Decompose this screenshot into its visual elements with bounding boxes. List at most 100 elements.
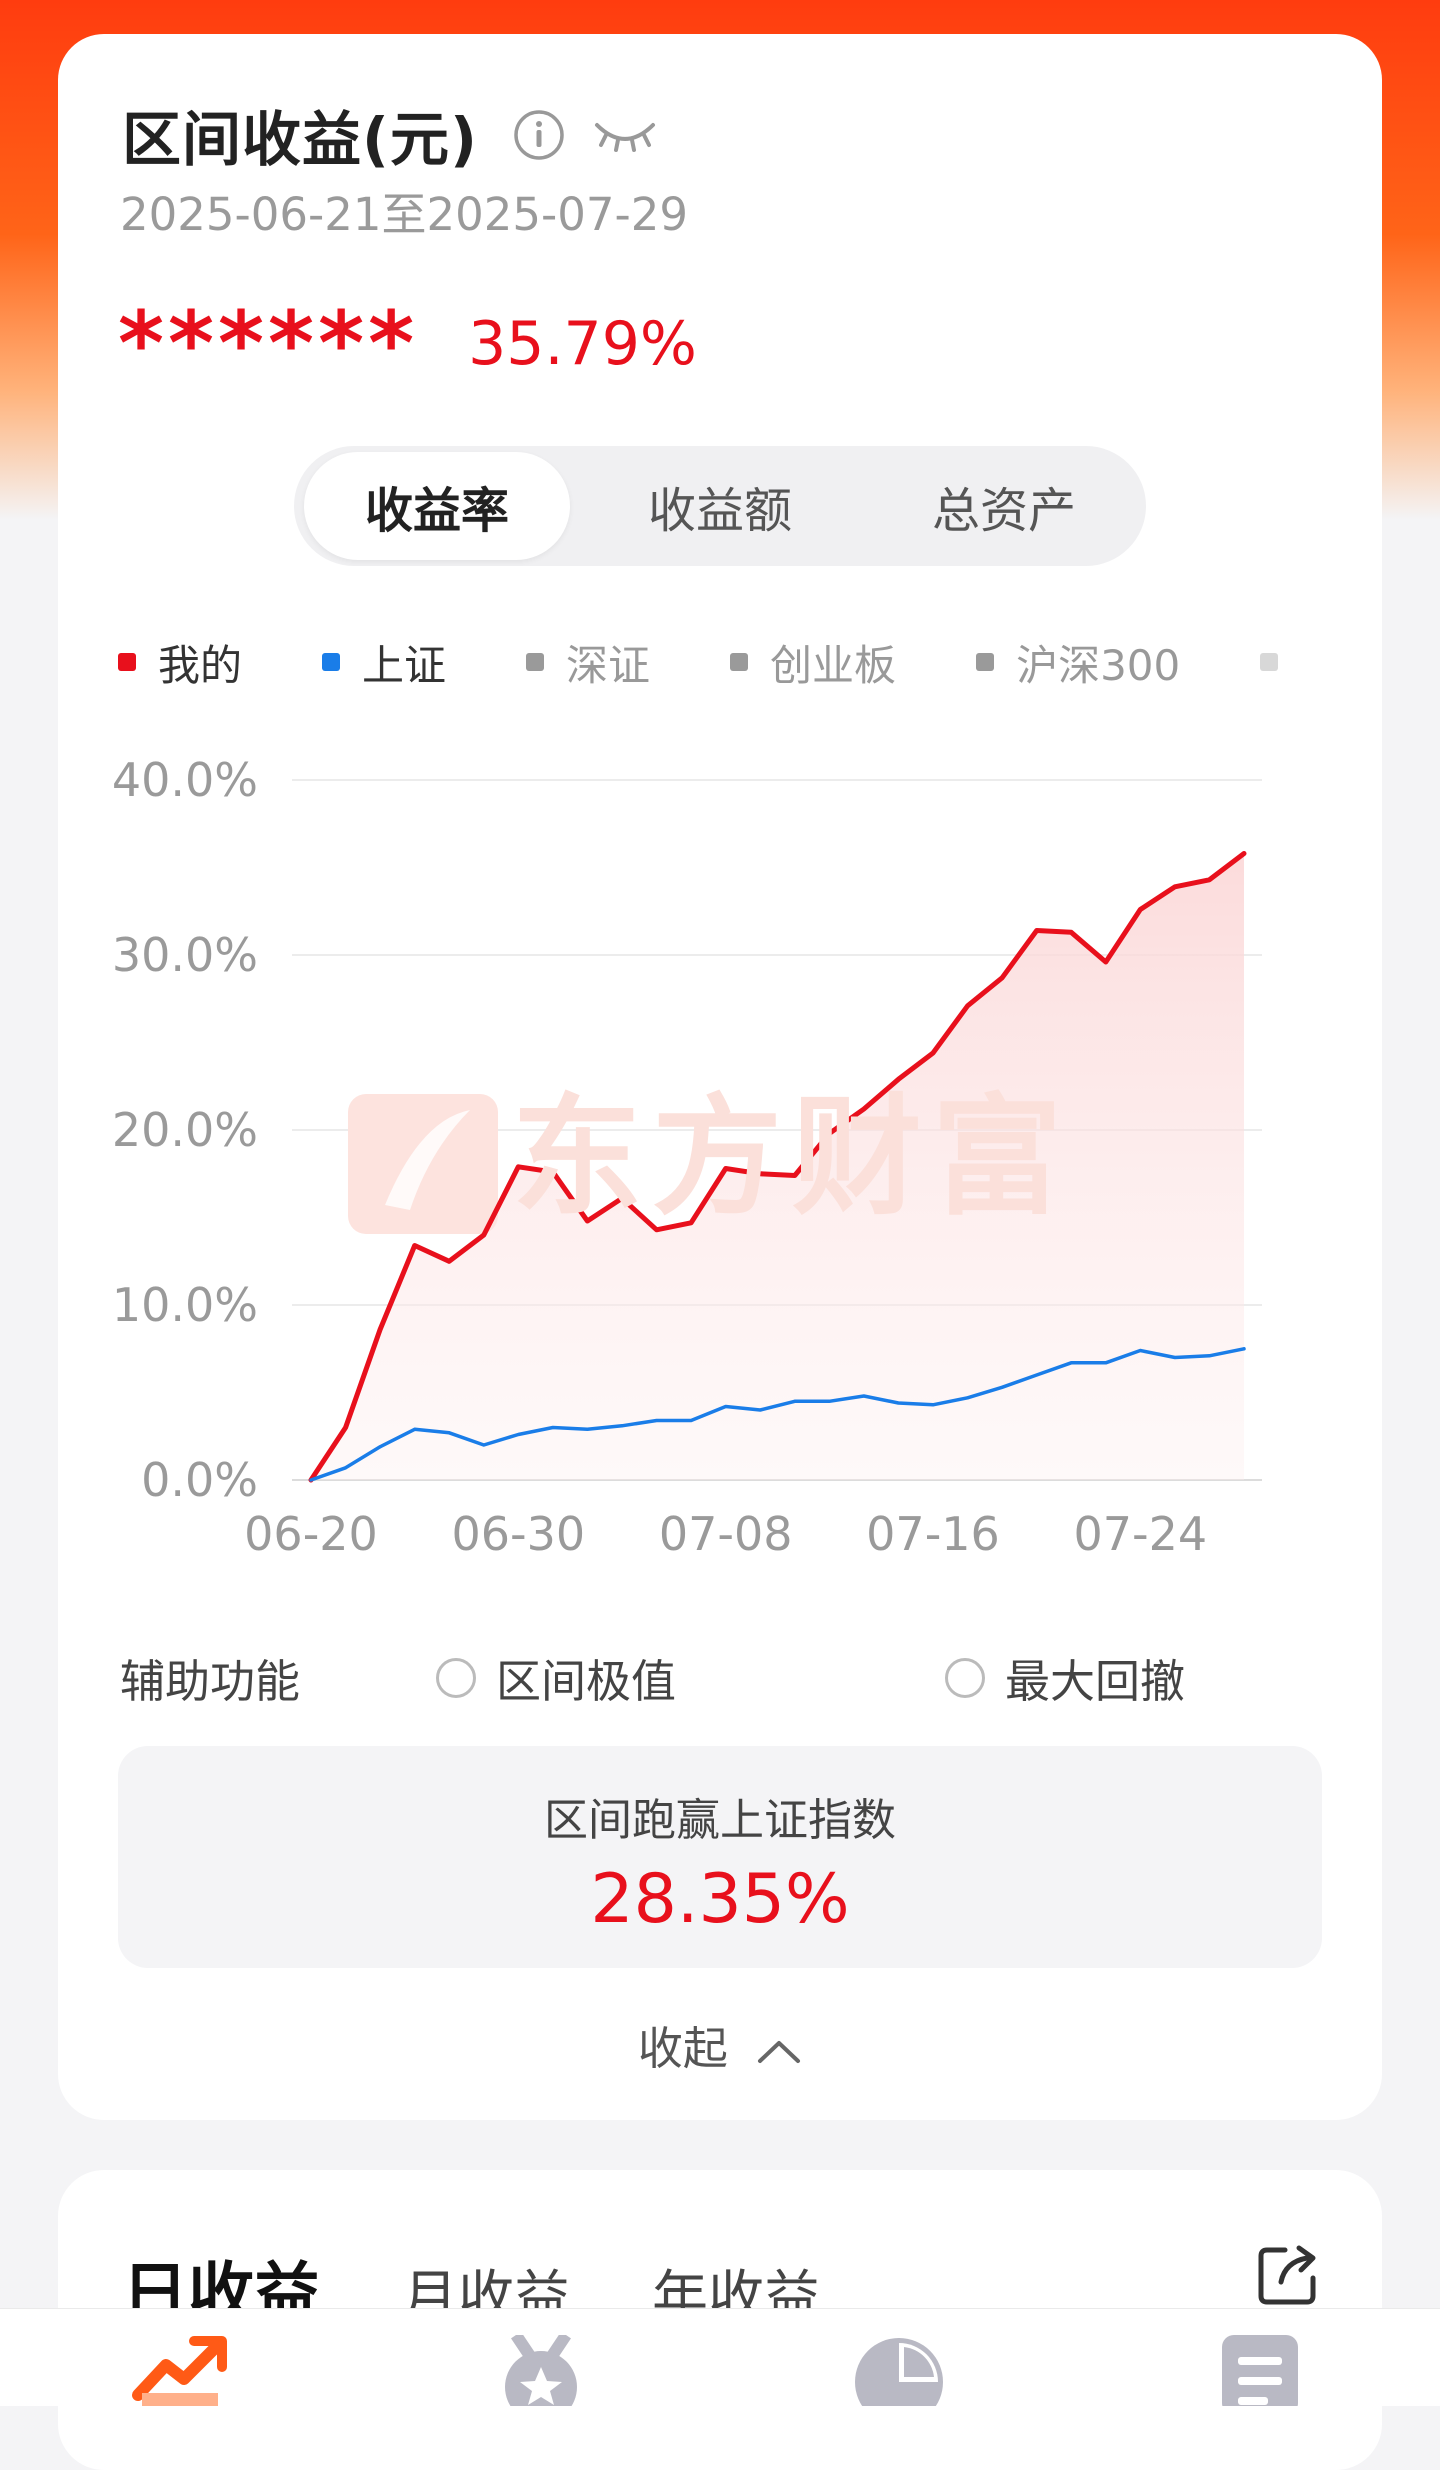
data-point-mine	[1138, 908, 1142, 911]
data-point-mine	[793, 1174, 797, 1177]
data-point-mine	[966, 1004, 970, 1008]
data-point-mine	[1069, 930, 1073, 934]
legend-label: 创业板	[770, 640, 897, 690]
bottom-tab-bar	[0, 2308, 1440, 2406]
radio-max-drawdown[interactable]: 最大回撤	[945, 1645, 1185, 1710]
data-point-mine	[724, 1167, 728, 1170]
data-point-shanghai	[447, 1431, 451, 1435]
x-tick-label: 06-30	[451, 1507, 585, 1561]
tab-total-assets[interactable]: 总资产	[931, 483, 1076, 539]
legend-item-mine[interactable]: 我的	[118, 632, 242, 692]
date-range: 2025-06-21至2025-07-29	[120, 188, 689, 241]
return-percentage: 35.79%	[468, 309, 697, 379]
x-tick-label: 07-24	[1073, 1507, 1207, 1561]
data-point-mine	[758, 1172, 762, 1176]
legend-swatch	[730, 653, 749, 671]
data-point-mine	[896, 1077, 900, 1081]
share-icon[interactable]	[1255, 2240, 1323, 2308]
y-tick-label: 30.0%	[112, 928, 258, 982]
trend-icon[interactable]	[132, 2335, 228, 2406]
data-point-shanghai	[1035, 1373, 1039, 1377]
data-point-shanghai	[793, 1399, 797, 1403]
medal-icon[interactable]	[498, 2335, 584, 2406]
beat-index-box: 区间跑赢上证指数 28.35%	[118, 1746, 1322, 1968]
data-point-mine	[862, 1107, 866, 1111]
masked-amount: ******	[118, 292, 419, 395]
legend-item-chinext[interactable]: 创业板	[730, 632, 896, 692]
legend-label: 深证	[566, 640, 651, 690]
data-point-mine	[482, 1233, 486, 1237]
data-point-shanghai	[516, 1433, 520, 1436]
data-point-shanghai	[1104, 1361, 1108, 1365]
eye-closed-icon[interactable]	[592, 115, 658, 155]
x-tick-label: 07-08	[659, 1507, 793, 1561]
y-tick-label: 0.0%	[141, 1453, 258, 1507]
data-point-shanghai	[1207, 1354, 1211, 1358]
chevron-up-icon	[758, 2041, 801, 2063]
y-tick-label: 40.0%	[112, 753, 258, 807]
data-point-shanghai	[896, 1401, 900, 1405]
amount-row: ****** 35.79%	[118, 300, 697, 388]
radio-label: 最大回撤	[1005, 1655, 1186, 1708]
data-point-mine	[620, 1196, 624, 1200]
data-point-mine	[655, 1228, 659, 1232]
data-point-mine	[447, 1259, 451, 1263]
legend-label: 我的	[158, 640, 243, 690]
data-point-shanghai	[655, 1419, 659, 1422]
data-point-shanghai	[827, 1399, 831, 1403]
watermark-logo-mark	[385, 1110, 470, 1210]
data-point-shanghai	[689, 1419, 693, 1422]
data-point-mine	[344, 1426, 348, 1429]
y-tick-label: 10.0%	[112, 1278, 258, 1332]
data-point-mine	[1104, 960, 1108, 964]
watermark	[348, 1094, 498, 1234]
collapse-button[interactable]: 收起	[0, 2012, 1440, 2077]
tab-return-amount[interactable]: 收益额	[647, 483, 792, 539]
radio-icon[interactable]	[945, 1657, 985, 1698]
y-tick-label: 20.0%	[112, 1103, 258, 1157]
collapse-label: 收起	[637, 2022, 728, 2075]
data-point-shanghai	[585, 1427, 589, 1431]
page-title: 区间收益(元)	[122, 105, 478, 174]
data-point-shanghai	[1069, 1361, 1073, 1365]
legend-label: 上证	[362, 640, 447, 690]
data-point-shanghai	[309, 1478, 313, 1482]
beat-value: 28.35%	[590, 1860, 850, 1939]
aux-functions: 辅助功能 区间极值 最大回撤	[120, 1645, 1270, 1708]
data-point-mine	[378, 1328, 382, 1331]
list-icon[interactable]	[1218, 2335, 1302, 2406]
data-point-mine	[1207, 878, 1211, 882]
legend-item-more[interactable]	[1260, 653, 1300, 671]
legend-swatch	[976, 653, 995, 671]
radio-icon[interactable]	[436, 1657, 476, 1698]
tab-return-rate[interactable]: 收益率	[304, 452, 570, 560]
x-tick-label: 06-20	[244, 1507, 378, 1561]
data-point-shanghai	[413, 1427, 417, 1431]
data-point-shanghai	[1138, 1349, 1142, 1352]
title-row: 区间收益(元)	[122, 92, 658, 177]
data-point-mine	[1000, 976, 1004, 980]
legend-item-csi300[interactable]: 沪深300	[976, 632, 1180, 692]
data-point-shanghai	[344, 1466, 348, 1470]
data-point-mine	[827, 1132, 831, 1135]
return-line-chart[interactable]: 40.0% 30.0% 20.0% 10.0% 0.0%06-20 06-30 07-08 0…	[0, 0, 1440, 1580]
chart-legend: 我的 上证 深证 创业板 沪深300	[118, 632, 1318, 692]
watermark-text: 东方财富	[512, 1081, 1073, 1233]
data-point-mine	[585, 1219, 589, 1223]
data-point-shanghai	[620, 1424, 624, 1428]
data-point-shanghai	[482, 1443, 486, 1447]
legend-label: 沪深300	[1016, 640, 1181, 690]
data-point-shanghai	[758, 1408, 762, 1412]
data-point-mine	[516, 1165, 520, 1169]
radio-label: 区间极值	[496, 1655, 677, 1708]
data-point-shanghai	[931, 1403, 935, 1407]
data-point-shanghai	[1000, 1385, 1004, 1389]
info-icon[interactable]	[512, 108, 566, 162]
legend-item-shanghai[interactable]: 上证	[322, 632, 446, 692]
data-point-shanghai	[1242, 1347, 1246, 1351]
series-line-shanghai	[309, 1347, 1246, 1482]
series-line-mine	[308, 851, 1247, 1483]
legend-item-shenzhen[interactable]: 深证	[526, 632, 650, 692]
pie-chart-icon[interactable]	[852, 2335, 946, 2406]
radio-range-extremes[interactable]: 区间极值	[436, 1645, 676, 1710]
